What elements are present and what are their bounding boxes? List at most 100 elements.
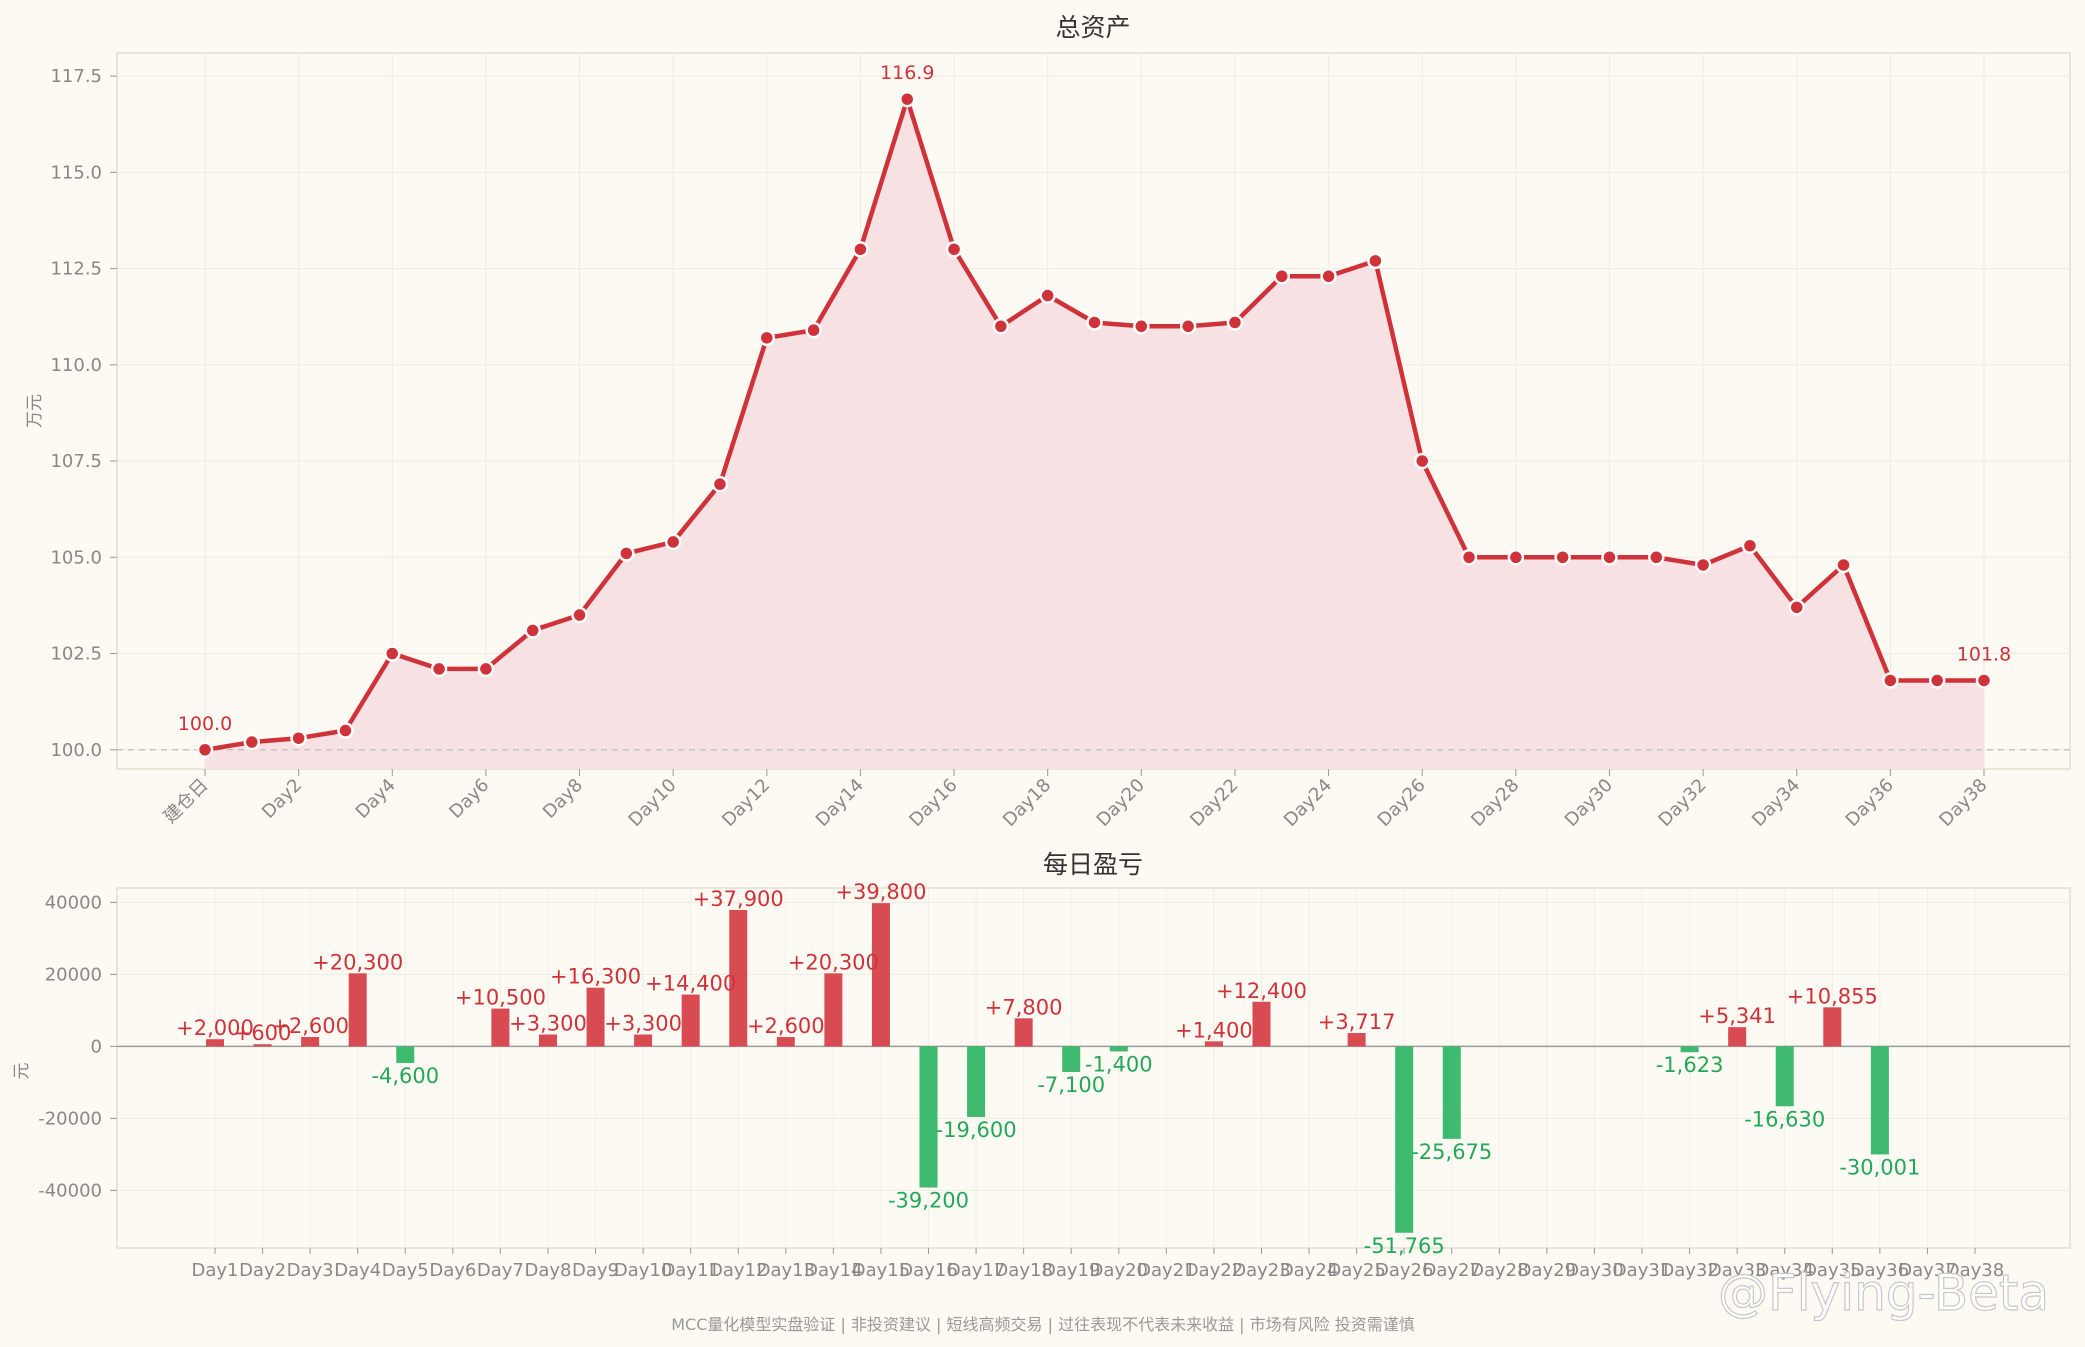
pnl-value-label: -4,600: [371, 1064, 439, 1088]
pnl-bar: [1823, 1007, 1842, 1047]
bottom-x-tick-label: Day16: [899, 1260, 957, 1281]
bottom-x-tick-label: Day28: [1470, 1260, 1528, 1281]
bottom-chart-title: 每日盈亏: [1043, 850, 1143, 879]
top-x-tick-label: Day38: [1935, 775, 1991, 831]
bottom-x-tick-label: Day27: [1423, 1260, 1481, 1281]
bottom-y-tick-label: 40000: [45, 892, 102, 913]
total-assets-point: [430, 660, 448, 678]
bottom-x-tick-label: Day31: [1613, 1260, 1671, 1281]
pnl-value-label: +2,600: [747, 1014, 825, 1038]
pnl-bar: [1728, 1027, 1747, 1047]
top-x-tick-label: Day34: [1748, 775, 1804, 831]
top-x-tick-label: Day36: [1842, 775, 1898, 831]
top-x-tick-label: Day24: [1280, 775, 1336, 831]
pnl-value-label: -7,100: [1037, 1073, 1105, 1097]
pnl-bar: [824, 973, 843, 1047]
pnl-bar: [1109, 1046, 1128, 1052]
top-x-tick-label: Day30: [1561, 775, 1617, 831]
bottom-x-tick-label: Day34: [1756, 1260, 1814, 1281]
value-annotation: 101.8: [1957, 643, 2011, 665]
top-y-tick-label: 117.5: [50, 66, 102, 87]
bottom-x-tick-label: Day36: [1851, 1260, 1909, 1281]
pnl-value-label: -1,623: [1656, 1053, 1724, 1077]
pnl-bar: [1252, 1001, 1271, 1047]
total-assets-point: [571, 606, 588, 624]
total-assets-point: [1413, 452, 1431, 470]
top-x-tick-label: Day20: [1093, 775, 1149, 831]
bottom-x-tick-label: Day7: [477, 1260, 524, 1281]
total-assets-point: [1554, 549, 1571, 566]
pnl-value-label: +2,000: [176, 1016, 254, 1040]
total-assets-point: [1882, 672, 1899, 689]
top-x-tick-label: Day2: [258, 775, 306, 823]
bottom-x-tick-label: Day32: [1660, 1260, 1718, 1281]
top-y-tick-label: 112.5: [50, 259, 102, 280]
total-assets-point: [945, 241, 963, 258]
pnl-bar: [1870, 1046, 1889, 1155]
bottom-x-tick-label: Day19: [1042, 1260, 1100, 1281]
top-x-tick-label: Day32: [1654, 775, 1710, 831]
value-annotation: 116.9: [880, 62, 934, 84]
pnl-bar: [967, 1046, 986, 1117]
bottom-x-tick-label: Day17: [947, 1260, 1005, 1281]
total-assets-chart: 总资产 万元 100.0 102.5 105.0 107.5 110.0 112.5 115…: [25, 13, 2071, 831]
bottom-x-tick-label: Day23: [1232, 1260, 1290, 1281]
pnl-value-label: +3,717: [1318, 1010, 1396, 1034]
pnl-value-label: -1,400: [1085, 1052, 1153, 1076]
total-assets-point: [664, 533, 682, 551]
top-chart-title: 总资产: [1055, 13, 1130, 42]
top-x-tick-label: Day16: [905, 775, 961, 831]
bottom-x-tick-label: Day13: [757, 1260, 815, 1281]
total-assets-point: [1975, 672, 1993, 689]
pnl-bar: [396, 1046, 415, 1063]
bottom-x-tick-label: Day3: [287, 1260, 334, 1281]
total-assets-point: [1507, 549, 1525, 566]
bottom-x-tick-label: Day9: [572, 1260, 619, 1281]
top-y-tick-label: 100.0: [50, 740, 102, 761]
total-assets-annotations: 100.0 116.9 101.8: [178, 62, 2011, 735]
bottom-y-tick-label: 20000: [45, 964, 102, 985]
pnl-bar: [871, 903, 890, 1047]
bottom-x-tick-label: Day30: [1565, 1260, 1623, 1281]
pnl-bar: [729, 909, 748, 1047]
bottom-x-tick-label: Day5: [382, 1260, 429, 1281]
bottom-x-tick-label: Day25: [1327, 1260, 1385, 1281]
pnl-value-label: -16,630: [1744, 1107, 1825, 1131]
pnl-bar: [1442, 1046, 1461, 1139]
bottom-x-tick-label: Day21: [1137, 1260, 1195, 1281]
bottom-x-tick-label: Day18: [994, 1260, 1052, 1281]
bottom-x-tick-label: Day2: [239, 1260, 286, 1281]
total-assets-point: [384, 645, 401, 662]
total-assets-point: [1694, 556, 1712, 574]
pnl-bar: [348, 973, 367, 1047]
pnl-value-label: +14,400: [645, 972, 736, 996]
total-assets-point: [477, 660, 495, 678]
bottom-x-tick-label: Day22: [1185, 1260, 1243, 1281]
total-assets-point: [1086, 314, 1103, 331]
pnl-bar: [1395, 1046, 1414, 1233]
bottom-x-tick-label: Day35: [1803, 1260, 1861, 1281]
bottom-x-tick-label: Day11: [661, 1260, 719, 1281]
total-assets-point: [1320, 268, 1337, 285]
pnl-bar: [681, 994, 700, 1047]
pnl-value-label: -19,600: [936, 1118, 1017, 1142]
pnl-bar: [1062, 1046, 1081, 1072]
pnl-value-label: +3,300: [604, 1012, 682, 1036]
pnl-bar: [919, 1046, 938, 1188]
bottom-x-tick-label: Day24: [1280, 1260, 1338, 1281]
total-assets-point: [1788, 599, 1805, 616]
total-assets-point: [1179, 318, 1197, 335]
total-assets-point: [1273, 268, 1291, 285]
top-x-tick-label: Day14: [812, 775, 868, 831]
bottom-x-tick-label: Day15: [852, 1260, 910, 1281]
total-assets-point: [1648, 549, 1665, 566]
bottom-x-tick-label: Day33: [1708, 1260, 1766, 1281]
pnl-bar: [1204, 1041, 1223, 1047]
pnl-bar: [586, 987, 605, 1047]
pnl-value-label: +5,341: [1698, 1004, 1776, 1028]
pnl-bar: [301, 1037, 320, 1047]
bottom-y-tick-label: -40000: [38, 1180, 102, 1201]
top-x-tick-label: Day28: [1467, 775, 1523, 831]
top-y-tick-label: 110.0: [50, 355, 102, 376]
bottom-x-tick-label: Day10: [614, 1260, 672, 1281]
